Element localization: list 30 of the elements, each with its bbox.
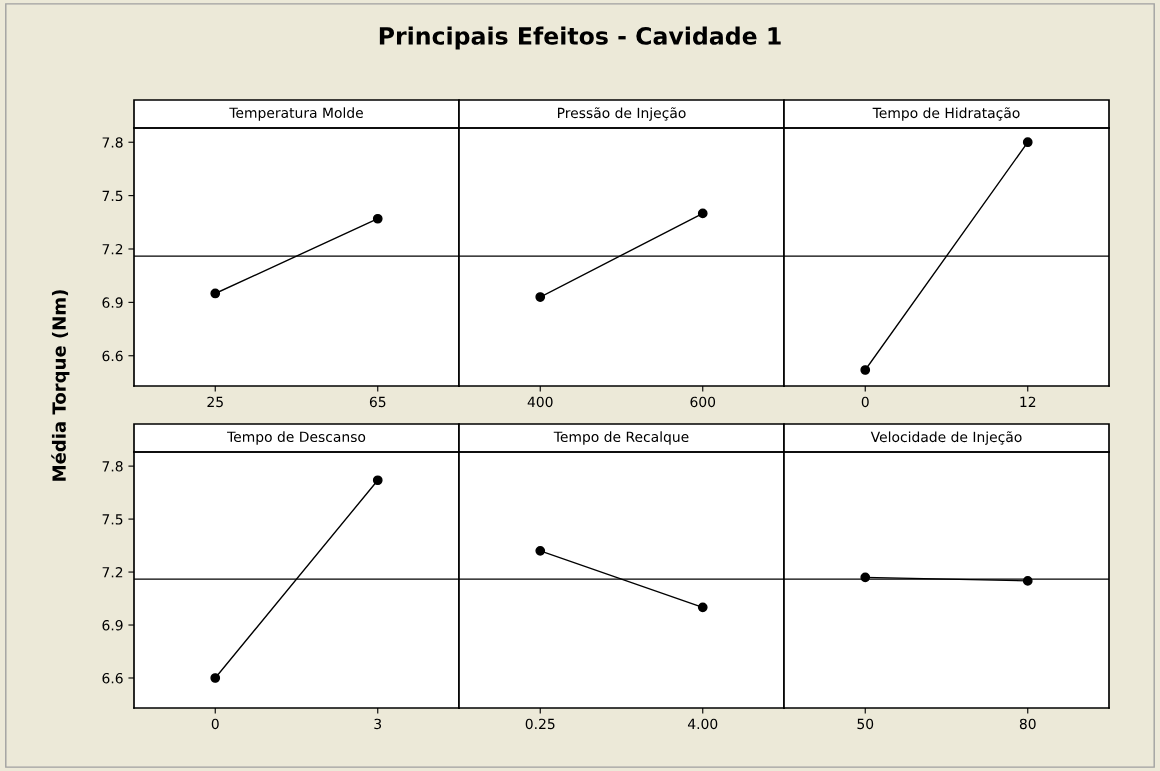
text: Principais Efeitos - Cavidade 1 — [379, 26, 781, 50]
y-tick-label: 7.8 — [102, 461, 123, 472]
x-tick-label: 0 — [211, 718, 219, 730]
y-tick-label: 7.2 — [102, 567, 123, 578]
y-tick-label: 6.9 — [102, 619, 123, 631]
chart-title: Velocidade de Injeção — [870, 431, 1022, 445]
chart-title: Tempo de Recalque — [553, 431, 689, 445]
y-tick-label: 6.9 — [102, 297, 123, 308]
chart-title: Tempo de Descanso — [227, 431, 366, 445]
x-tick-label: 80 — [1019, 718, 1036, 730]
y-tick-label: 7.5 — [102, 514, 123, 525]
x-tick-label: 12 — [1020, 396, 1036, 407]
y-tick-label: 7.8 — [102, 137, 123, 148]
x-tick-label: 65 — [369, 396, 386, 408]
x-tick-label: 3 — [374, 718, 382, 730]
x-tick-label: 0.25 — [525, 718, 555, 730]
y-tick-label: 6.6 — [102, 350, 123, 362]
x-tick-label: 600 — [690, 396, 716, 408]
chart-title: Temperatura Molde — [229, 107, 363, 121]
x-tick-label: 400 — [527, 396, 553, 408]
chart-title: Pressão de Injeção — [558, 107, 686, 121]
y-tick-label: 6.6 — [102, 672, 123, 684]
x-tick-label: 50 — [857, 718, 874, 730]
y-tick-label: 7.5 — [102, 190, 123, 202]
x-tick-label: 4.00 — [687, 718, 718, 730]
x-tick-label: 0 — [861, 396, 869, 408]
text: Média Torque (Nm) — [51, 290, 70, 481]
x-tick-label: 25 — [207, 396, 223, 408]
y-tick-label: 7.2 — [102, 243, 123, 255]
chart-title: Tempo de Hidratação — [872, 107, 1020, 121]
